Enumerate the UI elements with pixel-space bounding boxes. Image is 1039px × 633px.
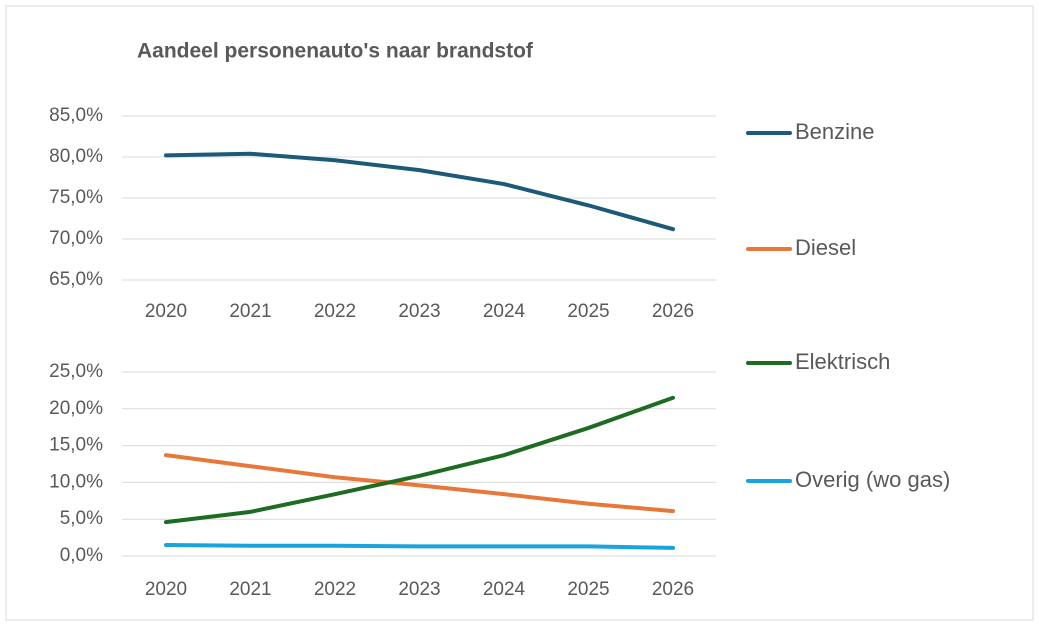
legend-label: Overig (wo gas) <box>795 467 950 492</box>
x-tick-label: 2024 <box>483 301 526 322</box>
y-tick-label: 0,0% <box>60 545 103 566</box>
y-tick-label: 65,0% <box>49 269 103 290</box>
x-tick-label: 2021 <box>229 579 271 600</box>
y-tick-label: 70,0% <box>49 228 103 249</box>
y-tick-label: 85,0% <box>49 105 103 126</box>
x-tick-label: 2021 <box>229 301 271 322</box>
x-tick-label: 2025 <box>567 301 609 322</box>
x-tick-label: 2023 <box>398 301 440 322</box>
x-tick-label: 2026 <box>652 301 694 322</box>
legend-label: Elektrisch <box>795 349 890 374</box>
series-line <box>164 542 675 550</box>
y-tick-label: 80,0% <box>49 146 103 167</box>
y-tick-label: 75,0% <box>49 187 103 208</box>
legend-label: Benzine <box>795 119 875 144</box>
x-tick-label: 2023 <box>398 579 440 600</box>
chart-frame <box>5 5 1034 621</box>
series-line <box>164 395 675 525</box>
y-tick-label: 20,0% <box>49 398 103 419</box>
y-tick-label: 5,0% <box>60 508 103 529</box>
series-line <box>164 151 675 232</box>
x-tick-label: 2025 <box>567 579 609 600</box>
x-tick-label: 2024 <box>483 579 526 600</box>
x-tick-label: 2026 <box>652 579 694 600</box>
x-tick-label: 2022 <box>314 301 356 322</box>
legend-label: Diesel <box>795 235 856 260</box>
x-tick-label: 2020 <box>145 579 187 600</box>
y-tick-label: 10,0% <box>49 471 103 492</box>
x-tick-label: 2020 <box>145 301 187 322</box>
chart-title: Aandeel personenauto's naar brandstof <box>137 40 534 63</box>
y-tick-label: 15,0% <box>49 435 103 456</box>
y-tick-label: 25,0% <box>49 361 103 382</box>
x-tick-label: 2022 <box>314 579 356 600</box>
series-line <box>164 453 675 514</box>
